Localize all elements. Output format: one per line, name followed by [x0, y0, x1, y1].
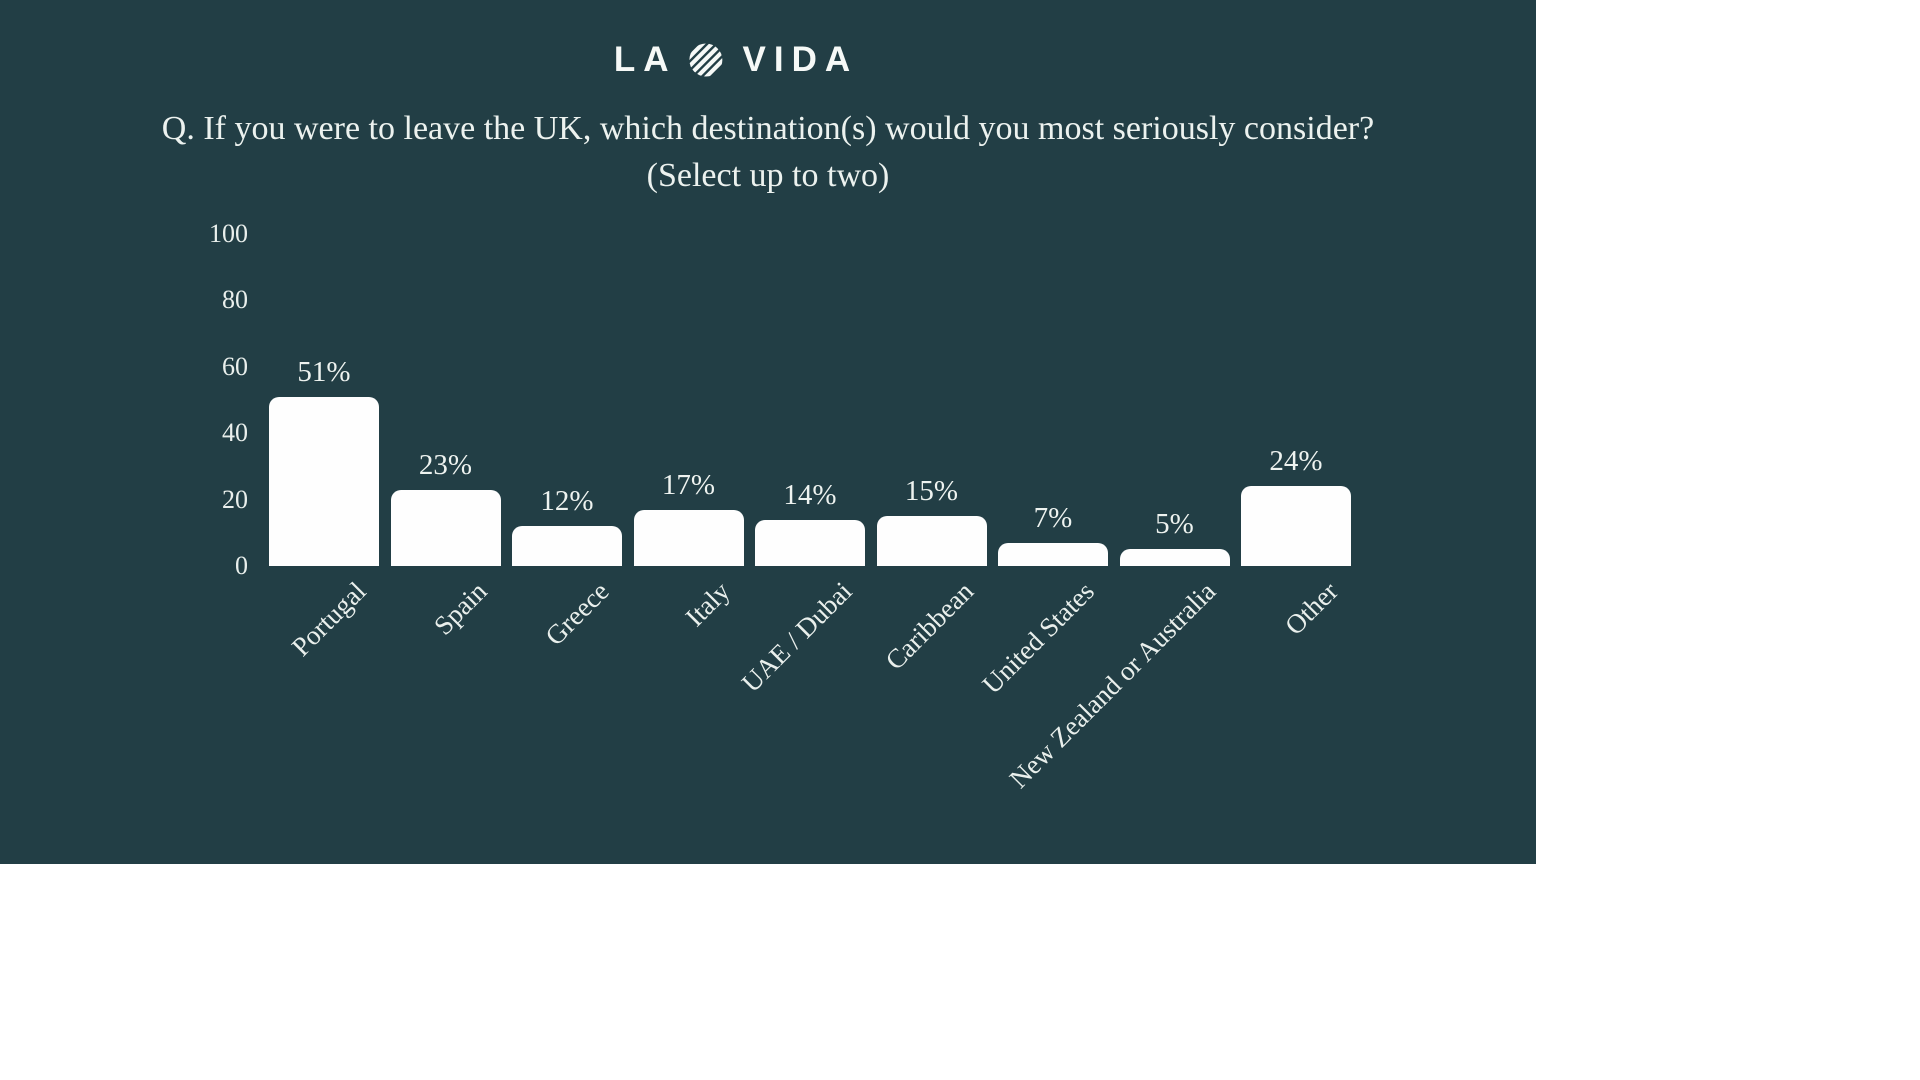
- x-axis-category-label: Greece: [538, 576, 615, 652]
- bar: [755, 519, 865, 566]
- x-axis-category-label: United States: [976, 576, 1101, 700]
- bar-value-label: 17%: [661, 468, 716, 501]
- bar: [876, 516, 987, 566]
- logo-text-vida: VIDA: [742, 40, 859, 79]
- y-axis-tick-label: 100: [209, 219, 248, 248]
- y-axis-tick-label: 0: [235, 551, 248, 580]
- x-axis-category-label: New Zealand or Australia: [1003, 576, 1222, 794]
- bar-value-label: 5%: [1155, 508, 1194, 541]
- bar-value-label: 14%: [783, 478, 837, 511]
- chart-title-line1: Q. If you were to leave the UK, which de…: [161, 110, 1375, 147]
- bar-chart: 0 20 40 60 80 100 51% Portugal 23% Spain 12% Greece…: [209, 219, 1351, 794]
- x-axis-category-label: Other: [1278, 576, 1344, 641]
- bar-value-label: 7%: [1033, 501, 1073, 534]
- chart-subtitle: (Select up to two): [646, 157, 890, 194]
- bar-value-label: 24%: [1269, 445, 1323, 478]
- x-axis-category-label: Portugal: [285, 576, 372, 662]
- la-vida-logo: LA VIDA: [606, 42, 858, 77]
- y-axis-tick-label: 60: [222, 351, 248, 381]
- x-axis-category-label: Spain: [428, 576, 493, 641]
- bar: [512, 526, 622, 566]
- x-axis-category-label: Caribbean: [879, 576, 979, 676]
- bar: [269, 396, 379, 566]
- x-axis-category-label: Italy: [679, 576, 736, 633]
- chart-title: Q. If you were to leave the UK, which de…: [0, 105, 1536, 199]
- bar: [1241, 486, 1351, 566]
- slide: LA VIDA Q. If you were to lea: [0, 0, 1536, 864]
- bar-value-label: 23%: [418, 448, 473, 481]
- bar-value-label: 51%: [297, 355, 351, 388]
- bar-value-label: 15%: [904, 475, 959, 508]
- bar: [998, 542, 1108, 566]
- logo-text-la: LA: [613, 40, 677, 79]
- y-axis-tick-label: 40: [222, 418, 248, 448]
- x-axis-category-label: UAE / Dubai: [735, 576, 858, 698]
- bar: [633, 509, 744, 566]
- bar: [390, 489, 501, 566]
- bar-value-label: 12%: [540, 485, 594, 518]
- y-axis-tick-label: 80: [222, 285, 248, 315]
- bar: [1119, 549, 1230, 566]
- y-axis-tick-label: 20: [222, 484, 248, 514]
- striped-circle-icon: [689, 43, 723, 76]
